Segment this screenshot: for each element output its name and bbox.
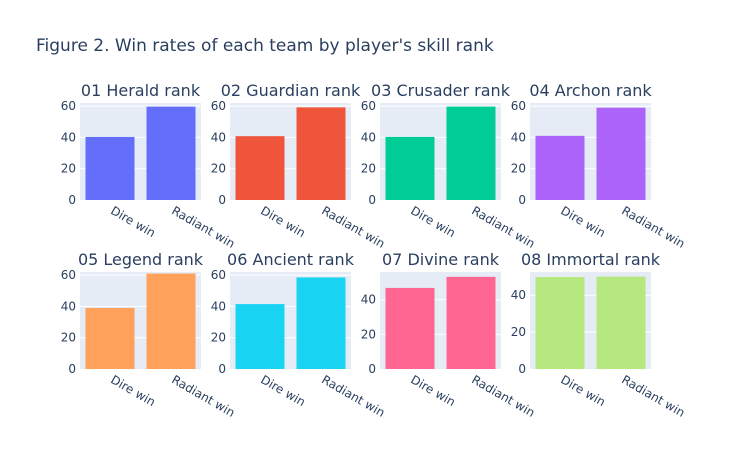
- y-tick-label: 40: [211, 299, 226, 313]
- subplot-8: 0 20 40 Dire win Radiant win 08 Immortal rank: [511, 250, 688, 420]
- y-tick-label: 0: [68, 193, 76, 207]
- x-tick-label: Radiant win: [469, 203, 537, 250]
- y-tick-label: 60: [511, 99, 526, 113]
- y-tick-label: 40: [61, 299, 76, 313]
- subplot-title: 08 Immortal rank: [521, 250, 661, 269]
- x-tick-label: Dire win: [258, 203, 308, 240]
- x-tick-label: Radiant win: [619, 203, 687, 250]
- subplot-title: 05 Legend rank: [78, 250, 204, 269]
- subplot-title: 01 Herald rank: [81, 81, 201, 100]
- y-tick-label: 20: [211, 331, 226, 345]
- bar-dire-win: [535, 135, 585, 200]
- bar-dire-win: [235, 304, 285, 369]
- bar-radiant-win: [296, 277, 346, 369]
- bar-dire-win: [85, 307, 135, 369]
- bar-dire-win: [535, 276, 585, 369]
- subplot-title: 07 Divine rank: [382, 250, 500, 269]
- subplot-4: 0 20 40 60 Dire win Radiant win 04 Archon rank: [511, 81, 688, 251]
- subplot-title: 03 Crusader rank: [371, 81, 511, 100]
- x-tick-label: Radiant win: [169, 203, 237, 250]
- y-tick-label: 20: [61, 331, 76, 345]
- y-tick-label: 40: [211, 130, 226, 144]
- figure-title: Figure 2. Win rates of each team by play…: [36, 36, 494, 56]
- y-tick-label: 40: [511, 130, 526, 144]
- x-tick-label: Radiant win: [619, 372, 687, 419]
- bar-dire-win: [85, 136, 135, 200]
- y-tick-label: 20: [61, 162, 76, 176]
- y-tick-label: 60: [211, 99, 226, 113]
- bar-dire-win: [385, 287, 435, 369]
- x-tick-label: Dire win: [408, 203, 458, 240]
- x-tick-label: Radiant win: [319, 372, 387, 419]
- bar-radiant-win: [296, 107, 346, 200]
- y-tick-label: 20: [361, 327, 376, 341]
- y-tick-label: 60: [61, 268, 76, 282]
- bar-radiant-win: [146, 273, 196, 369]
- subplot-6: 0 20 40 60 Dire win Radiant win 06 Ancient ran…: [211, 250, 388, 420]
- x-tick-label: Dire win: [108, 203, 158, 240]
- subplot-title: 06 Ancient rank: [227, 250, 355, 269]
- y-tick-label: 40: [361, 293, 376, 307]
- bar-radiant-win: [446, 276, 496, 369]
- x-tick-label: Dire win: [258, 372, 308, 409]
- y-tick-label: 20: [361, 162, 376, 176]
- y-tick-label: 60: [61, 99, 76, 113]
- y-tick-label: 60: [361, 99, 376, 113]
- y-tick-label: 0: [518, 193, 526, 207]
- y-tick-label: 20: [511, 325, 526, 339]
- subplot-grid: 0 20 40 60 Dire win Radiant win 01 Herald rank…: [61, 81, 688, 420]
- y-tick-label: 0: [518, 362, 526, 376]
- y-tick-label: 40: [511, 288, 526, 302]
- subplot-title: 02 Guardian rank: [221, 81, 361, 100]
- subplot-title: 04 Archon rank: [529, 81, 652, 100]
- y-tick-label: 20: [211, 162, 226, 176]
- x-tick-label: Radiant win: [469, 372, 537, 419]
- x-tick-label: Radiant win: [319, 203, 387, 250]
- y-tick-label: 0: [368, 362, 376, 376]
- x-tick-label: Dire win: [108, 372, 158, 409]
- x-tick-label: Dire win: [558, 203, 608, 240]
- y-tick-label: 0: [368, 193, 376, 207]
- bar-dire-win: [235, 136, 285, 200]
- bar-radiant-win: [596, 276, 646, 369]
- bar-dire-win: [385, 136, 435, 200]
- y-tick-label: 0: [218, 362, 226, 376]
- y-tick-label: 20: [511, 162, 526, 176]
- y-tick-label: 40: [361, 130, 376, 144]
- x-tick-label: Dire win: [408, 372, 458, 409]
- y-tick-label: 0: [218, 193, 226, 207]
- x-tick-label: Radiant win: [169, 372, 237, 419]
- bar-radiant-win: [596, 107, 646, 200]
- y-tick-label: 60: [211, 268, 226, 282]
- bar-radiant-win: [146, 106, 196, 200]
- x-tick-label: Dire win: [558, 372, 608, 409]
- y-tick-label: 0: [68, 362, 76, 376]
- bar-radiant-win: [446, 106, 496, 200]
- y-tick-label: 40: [61, 130, 76, 144]
